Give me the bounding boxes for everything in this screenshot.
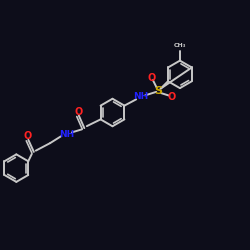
Text: CH₃: CH₃ [174,42,186,48]
Text: O: O [148,72,156,83]
Text: O: O [168,92,176,102]
Text: O: O [24,132,32,141]
Text: NH: NH [59,130,74,139]
Text: S: S [155,86,163,96]
Text: NH: NH [133,92,148,102]
Text: O: O [74,107,82,117]
